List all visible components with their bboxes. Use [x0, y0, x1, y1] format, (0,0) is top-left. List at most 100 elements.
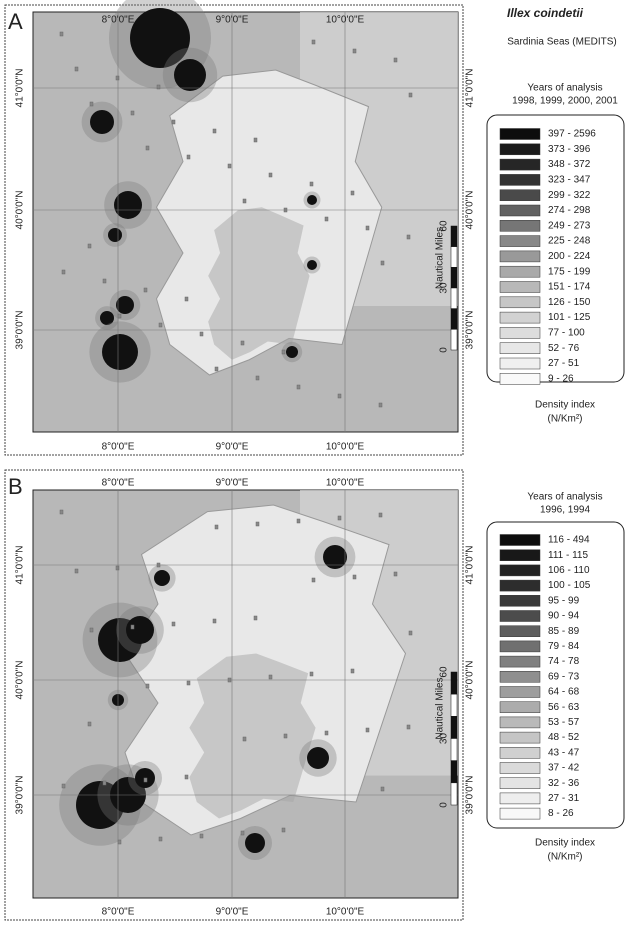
longitude-label: 8°0'0"E: [102, 442, 135, 453]
haul-station: [186, 680, 191, 686]
haul-station: [158, 322, 163, 328]
haul-station: [89, 101, 94, 107]
longitude-label: 10°0'0"E: [326, 907, 365, 918]
haul-station: [61, 783, 66, 789]
haul-station: [186, 154, 191, 160]
haul-station: [311, 39, 316, 45]
longitude-label: 9°0'0"E: [216, 907, 249, 918]
panel-frame: [4, 4, 464, 456]
haul-station: [117, 839, 122, 845]
haul-station: [283, 733, 288, 739]
density-hotspot: [126, 616, 154, 644]
survey-subtitle: Sardinia Seas (MEDITS): [507, 37, 616, 48]
scale-bar-segment: [450, 329, 458, 351]
legend-class-label: 95 - 99: [548, 595, 580, 606]
island-inner-shade: [208, 207, 310, 360]
haul-station: [59, 509, 64, 515]
haul-station: [171, 621, 176, 627]
legend-class-label: 249 - 273: [548, 220, 591, 231]
latitude-label: 40°0'0"N: [465, 661, 476, 700]
haul-station: [156, 84, 161, 90]
haul-station: [240, 830, 245, 836]
legend-class-label: 100 - 105: [548, 580, 591, 591]
latitude-label: 41°0'0"N: [15, 546, 26, 585]
longitude-label: 10°0'0"E: [326, 442, 365, 453]
density-hotspot: [286, 346, 298, 358]
legend-title: Density index: [535, 400, 595, 411]
haul-station: [212, 618, 217, 624]
scale-bar-segment: [450, 716, 458, 739]
years-list: 1998, 1999, 2000, 2001: [512, 96, 618, 107]
scale-title: Nautical Miles: [435, 227, 446, 289]
legend-class-label: 32 - 36: [548, 778, 580, 789]
density-hotspot: [114, 191, 142, 219]
density-hotspot: [323, 545, 347, 569]
haul-station: [184, 774, 189, 780]
haul-station: [350, 668, 355, 674]
longitude-label: 10°0'0"E: [326, 478, 365, 489]
legend-class-label: 9 - 26: [548, 373, 574, 384]
legend-class-label: 299 - 322: [548, 190, 591, 201]
legend-swatch: [499, 296, 541, 309]
legend-class-label: 348 - 372: [548, 159, 591, 170]
haul-station: [296, 518, 301, 524]
legend-swatch: [499, 564, 541, 577]
legend-swatch: [499, 174, 541, 186]
scale-bar-segment: [450, 246, 458, 268]
density-hotspot: [174, 59, 206, 91]
haul-station: [311, 577, 316, 583]
haul-station: [102, 278, 107, 284]
legend-swatch: [499, 731, 541, 744]
haul-station: [268, 674, 273, 680]
legend-class-label: 43 - 47: [548, 747, 580, 758]
density-hotspot: [102, 334, 138, 370]
haul-station: [309, 181, 314, 187]
legend-swatch: [499, 327, 541, 339]
legend-swatch: [499, 701, 541, 713]
haul-station: [337, 393, 342, 399]
panel-frame: [4, 469, 464, 921]
legend-class-label: 56 - 63: [548, 702, 580, 713]
haul-station: [145, 683, 150, 689]
haul-station: [365, 225, 370, 231]
density-hotspot: [245, 833, 265, 853]
legend-class-label: 373 - 396: [548, 144, 591, 155]
haul-station: [255, 521, 260, 527]
legend-swatch: [499, 579, 541, 592]
legend-swatch: [499, 762, 541, 774]
legend-swatch: [499, 189, 541, 201]
panel-label: A: [8, 9, 23, 34]
haul-station: [352, 574, 357, 580]
legend-class-label: 53 - 57: [548, 717, 580, 728]
scale-tick-label: 0: [439, 802, 450, 808]
density-hotspot: [307, 260, 317, 270]
haul-station: [199, 331, 204, 337]
legend-title: Density index: [535, 838, 595, 849]
legend-class-label: 48 - 52: [548, 732, 580, 743]
latitude-label: 39°0'0"N: [465, 776, 476, 815]
longitude-label: 8°0'0"E: [102, 907, 135, 918]
haul-station: [406, 234, 411, 240]
haul-station: [158, 836, 163, 842]
haul-station: [74, 66, 79, 72]
legend-class-label: 225 - 248: [548, 236, 591, 247]
haul-station: [281, 349, 286, 355]
scale-bar-segment: [450, 287, 458, 309]
legend-class-label: 397 - 2596: [548, 129, 596, 140]
legend-swatch: [499, 747, 541, 759]
latitude-label: 40°0'0"N: [465, 191, 476, 230]
scale-bar-segment: [450, 267, 458, 289]
haul-station: [324, 216, 329, 222]
haul-station: [74, 568, 79, 574]
panel-label: B: [8, 474, 23, 499]
legend-class-label: 8 - 26: [548, 808, 574, 819]
legend-class-label: 126 - 150: [548, 297, 591, 308]
latitude-label: 40°0'0"N: [15, 661, 26, 700]
scale-bar-segment: [450, 782, 458, 806]
legend-swatch: [499, 158, 541, 171]
legend-swatch: [499, 281, 541, 293]
density-hotspot: [307, 195, 317, 205]
haul-station: [87, 721, 92, 727]
species-title: Illex coindetii: [507, 6, 584, 20]
